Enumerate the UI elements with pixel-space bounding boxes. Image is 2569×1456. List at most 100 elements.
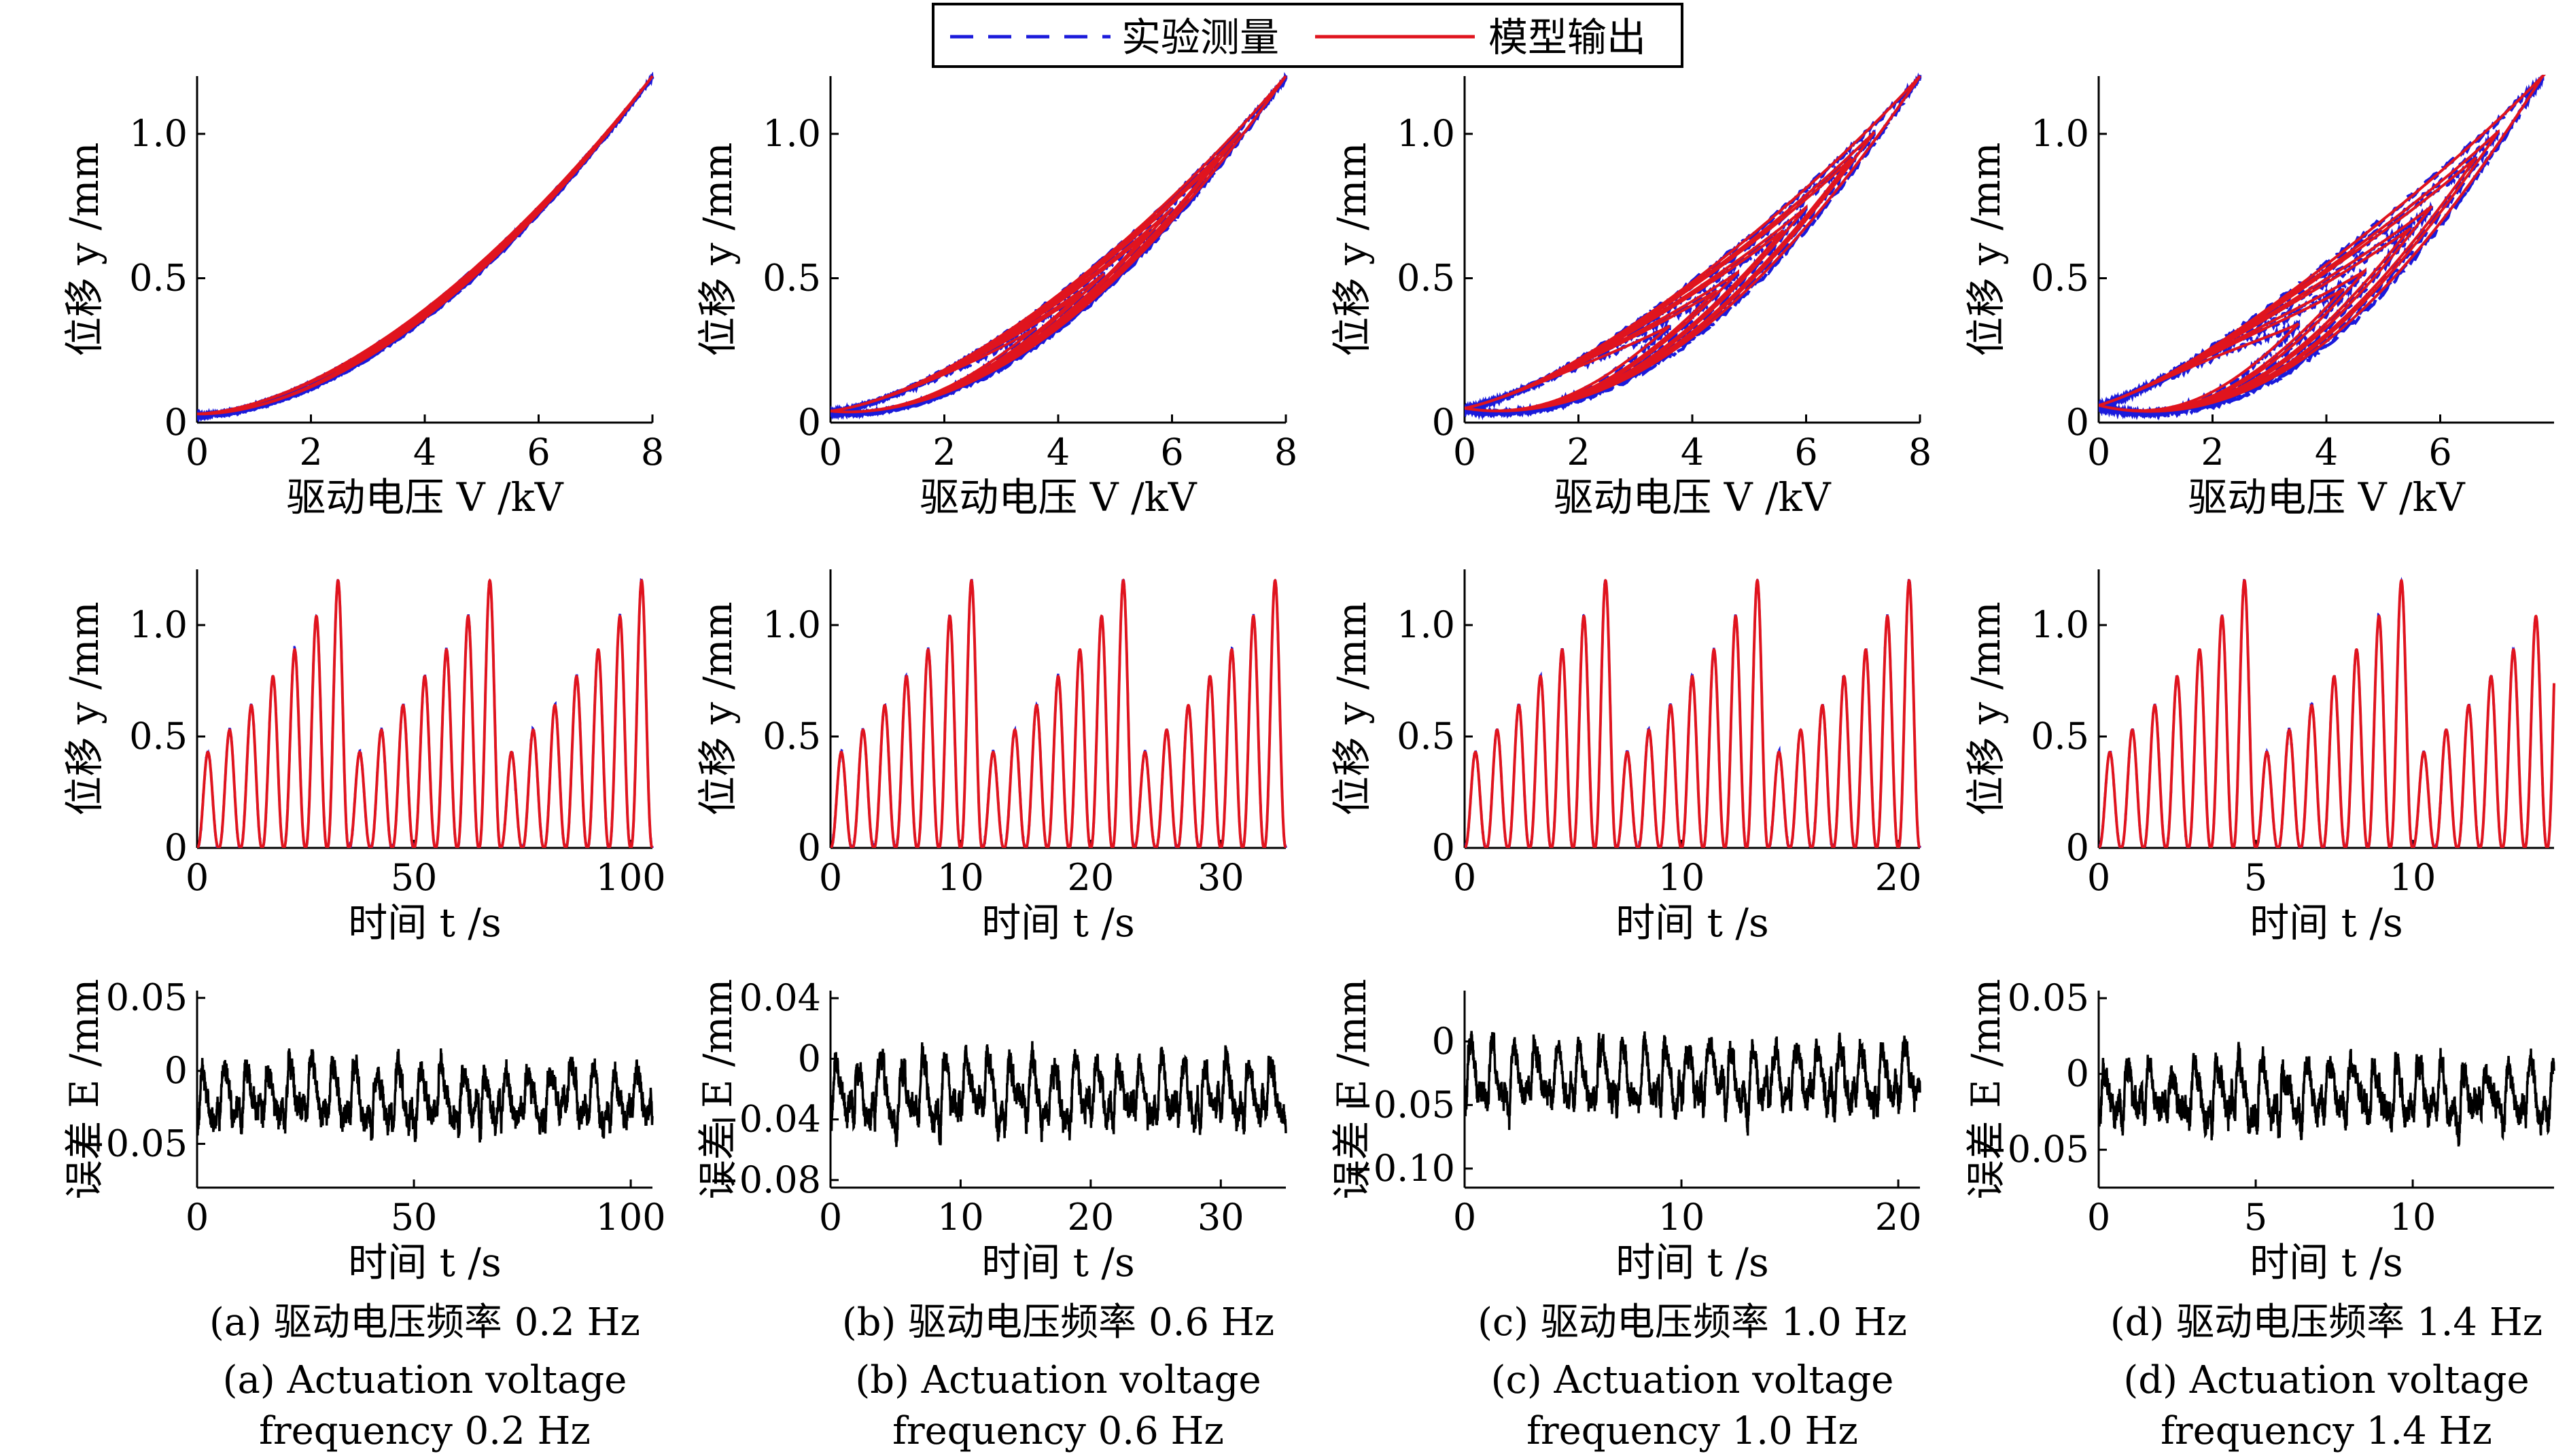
caption-en-line2: frequency 0.6 Hz	[892, 1409, 1224, 1453]
series-model	[197, 75, 654, 416]
y-tick-label: 1.0	[129, 603, 188, 646]
plot-area	[2099, 1042, 2555, 1147]
plot-area	[1465, 575, 1921, 848]
series-error	[1465, 1031, 1921, 1136]
x-tick-label: 0	[2087, 856, 2110, 899]
y-tick-label: 0.05	[106, 976, 188, 1019]
y-tick-label: 0.5	[763, 715, 821, 758]
caption-cn: (d) 驱动电压频率 1.4 Hz	[2110, 1300, 2542, 1345]
y-tick-label: 0	[164, 1049, 188, 1092]
series-measured	[197, 72, 654, 423]
legend: 实验测量 模型输出	[932, 3, 1683, 68]
x-tick-label: 4	[1681, 431, 1704, 474]
series-error	[2099, 1042, 2555, 1147]
caption-c: (c) 驱动电压频率 1.0 Hz (c) Actuation voltage fr…	[1478, 1300, 1907, 1453]
y-axis-label: 位移 y /mm	[1963, 142, 2009, 356]
x-tick-label: 8	[1274, 431, 1297, 474]
y-tick-label: 0.5	[1397, 257, 1455, 300]
chart-hysteresis-d: 0 2 4 6 0 0.5 1.0 驱动电压 V /kV 位移 y /mm	[1963, 72, 2554, 520]
x-tick-label: 5	[2244, 1196, 2267, 1239]
series-model	[2099, 578, 2555, 848]
x-axis-label: 驱动电压 V /kV	[2188, 474, 2465, 520]
y-tick-label: 1.0	[1397, 112, 1455, 155]
x-tick-label: 2	[2201, 431, 2224, 474]
y-tick-label: 0.5	[2031, 715, 2089, 758]
x-tick-label: 0	[819, 856, 842, 899]
caption-cn: (c) 驱动电压频率 1.0 Hz	[1478, 1300, 1907, 1345]
series-error	[831, 1041, 1287, 1148]
x-tick-label: 10	[937, 856, 984, 899]
y-axis-label: 误差 E /mm	[1963, 979, 2009, 1200]
y-tick-label: 0.04	[739, 976, 821, 1019]
chart-error-b: 0 10 20 30 −0.08 −0.04 0 0.04 时间 t /s 误差 E /mm	[695, 976, 1287, 1285]
chart-error-d: 0 5 10 −0.05 0 0.05 时间 t /s 误差 E /mm	[1963, 976, 2555, 1285]
y-axis-label: 位移 y /mm	[1329, 601, 1375, 815]
plot-area	[197, 1048, 654, 1143]
legend-label-model: 模型输出	[1488, 14, 1646, 60]
x-axis-label: 时间 t /s	[1615, 900, 1769, 946]
y-tick-label: 0	[798, 826, 821, 869]
x-axis-label: 时间 t /s	[981, 900, 1135, 946]
x-tick-label: 30	[1198, 1196, 1244, 1239]
caption-en-line1: (c) Actuation voltage	[1491, 1358, 1894, 1402]
x-tick-label: 6	[1160, 431, 1183, 474]
x-tick-label: 0	[2087, 1196, 2110, 1239]
caption-en-line1: (a) Actuation voltage	[223, 1358, 627, 1402]
caption-en-line1: (d) Actuation voltage	[2123, 1358, 2529, 1402]
series-measured	[831, 72, 1288, 421]
y-tick-label: 0	[798, 1037, 821, 1080]
y-tick-label: −0.05	[1343, 1083, 1455, 1126]
plot-area	[831, 578, 1287, 848]
y-axis-label: 误差 E /mm	[61, 979, 107, 1200]
x-tick-label: 10	[2390, 856, 2436, 899]
x-tick-label: 30	[1198, 856, 1244, 899]
y-tick-label: 1.0	[2031, 603, 2089, 646]
chart-displacement-c: 0 10 20 0 0.5 1.0 时间 t /s 位移 y /mm	[1329, 569, 1921, 946]
y-tick-label: 0	[2066, 826, 2089, 869]
caption-cn: (a) 驱动电压频率 0.2 Hz	[209, 1300, 640, 1345]
caption-cn: (b) 驱动电压频率 0.6 Hz	[842, 1300, 1274, 1345]
y-axis-label: 位移 y /mm	[695, 142, 741, 356]
series-measured	[2099, 72, 2545, 421]
y-tick-label: −0.05	[1977, 1128, 2089, 1171]
plot-area	[831, 1041, 1287, 1148]
y-tick-label: 1.0	[763, 112, 821, 155]
y-tick-label: −0.05	[75, 1122, 188, 1165]
y-tick-label: 1.0	[763, 603, 821, 646]
caption-d: (d) 驱动电压频率 1.4 Hz (d) Actuation voltage fr…	[2110, 1300, 2542, 1453]
x-tick-label: 0	[819, 1196, 842, 1239]
y-tick-label: 0.05	[2008, 976, 2089, 1019]
x-axis-label: 时间 t /s	[348, 1239, 502, 1285]
x-axis-label: 时间 t /s	[2250, 900, 2403, 946]
series-model	[831, 578, 1287, 848]
y-tick-label: 1.0	[129, 112, 188, 155]
x-tick-label: 0	[1453, 856, 1476, 899]
y-tick-label: 0	[2066, 1052, 2089, 1095]
caption-b: (b) 驱动电压频率 0.6 Hz (b) Actuation voltage fr…	[842, 1300, 1274, 1453]
chart-hysteresis-c: 0 2 4 6 8 0 0.5 1.0 驱动电压 V /kV 位移 y /mm	[1329, 72, 1932, 520]
x-tick-label: 10	[1658, 1196, 1705, 1239]
x-tick-label: 20	[1875, 1196, 1922, 1239]
x-tick-label: 20	[1067, 856, 1114, 899]
x-tick-label: 10	[1658, 856, 1705, 899]
x-tick-label: 8	[641, 431, 664, 474]
x-tick-label: 20	[1875, 856, 1922, 899]
y-tick-label: 0.5	[129, 715, 188, 758]
x-tick-label: 2	[932, 431, 956, 474]
x-tick-label: 4	[413, 431, 436, 474]
plot-area	[2099, 72, 2547, 421]
y-tick-label: 0.5	[129, 257, 188, 300]
x-tick-label: 50	[391, 856, 438, 899]
series-model	[1465, 578, 1921, 848]
y-axis-label: 位移 y /mm	[695, 601, 741, 815]
series-error	[197, 1048, 654, 1143]
x-tick-label: 0	[819, 431, 842, 474]
series-model	[2099, 75, 2547, 413]
x-tick-label: 4	[2315, 431, 2338, 474]
plot-area	[1465, 1031, 1921, 1136]
x-tick-label: 100	[596, 856, 666, 899]
y-axis-label: 误差 E /mm	[695, 979, 741, 1200]
y-tick-label: 0	[1432, 826, 1455, 869]
x-tick-label: 6	[2428, 431, 2451, 474]
